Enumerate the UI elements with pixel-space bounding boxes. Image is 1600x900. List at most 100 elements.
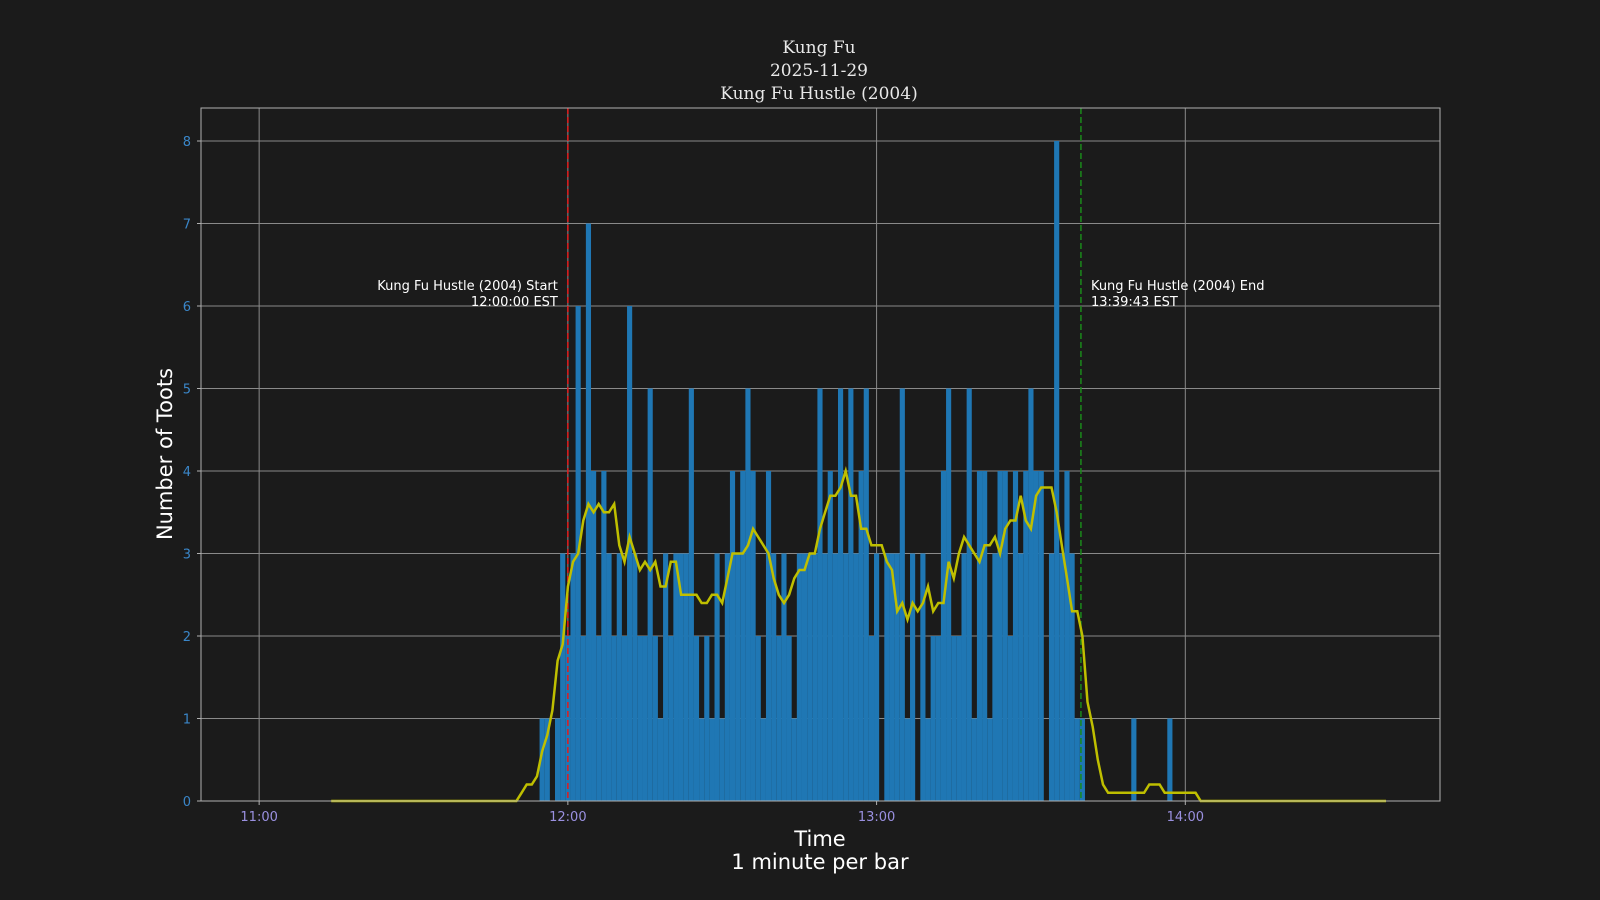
end-label: Kung Fu Hustle (2004) End (1091, 279, 1265, 294)
bar (1023, 471, 1029, 801)
bar (714, 553, 720, 801)
bar (1028, 388, 1034, 801)
bar (647, 388, 653, 801)
bar (976, 471, 983, 801)
bar (678, 553, 684, 801)
bar (966, 388, 972, 801)
bar (596, 636, 602, 801)
title-line-2: 2025-11-29 (770, 61, 868, 81)
bar (724, 553, 730, 801)
bar (673, 553, 679, 801)
bar (858, 471, 864, 801)
bar (982, 471, 988, 801)
bar (657, 718, 664, 801)
bar (1059, 553, 1065, 801)
bar (709, 718, 715, 801)
bar (565, 636, 571, 801)
bar (1074, 718, 1080, 801)
bar (755, 636, 761, 801)
x-axis-sublabel: 1 minute per bar (731, 850, 909, 874)
bar (1048, 553, 1055, 801)
bar (791, 718, 797, 801)
bar (1007, 636, 1013, 801)
y-tick-label: 0 (183, 795, 191, 810)
bar (591, 471, 597, 801)
bar (652, 636, 658, 801)
end-time: 13:39:43 EST (1091, 295, 1178, 310)
bar (889, 553, 895, 801)
bar (925, 718, 931, 801)
bar (894, 553, 900, 801)
bar (822, 553, 828, 801)
bar (699, 718, 705, 801)
bar (827, 471, 833, 801)
bar (776, 636, 782, 801)
y-tick-label: 4 (183, 465, 191, 480)
bar (539, 718, 545, 801)
bar (904, 718, 911, 801)
y-tick-label: 6 (183, 300, 191, 315)
bar (1012, 471, 1019, 801)
bar (884, 553, 890, 801)
bar (786, 636, 792, 801)
bar (946, 388, 952, 801)
bar (765, 471, 772, 801)
x-tick-label: 13:00 (858, 810, 895, 825)
bar (992, 553, 998, 801)
bar (1069, 553, 1075, 801)
x-tick-label: 12:00 (549, 810, 586, 825)
bar (1064, 471, 1070, 801)
event-lines (567, 108, 1082, 801)
y-axis: 0 1 2 3 4 5 6 7 8 (183, 135, 201, 810)
bar (910, 553, 916, 801)
bar (621, 636, 628, 801)
bar (807, 553, 813, 801)
bar (874, 553, 880, 801)
bar (719, 718, 725, 801)
bar (740, 471, 746, 801)
bar (837, 388, 844, 801)
bar (627, 306, 633, 801)
bar (899, 388, 905, 801)
bar (580, 636, 586, 801)
bar (1054, 141, 1060, 801)
bar (585, 223, 592, 801)
bar (632, 553, 638, 801)
start-time: 12:00:00 EST (471, 295, 558, 310)
bar (601, 471, 607, 801)
bar (801, 553, 808, 801)
y-tick-label: 7 (183, 218, 191, 233)
bar (868, 636, 875, 801)
bar (956, 636, 962, 801)
bar (1038, 471, 1044, 801)
bar (796, 553, 802, 801)
bar (853, 553, 859, 801)
bar (637, 636, 643, 801)
bar (663, 553, 669, 801)
bars (539, 141, 1173, 801)
bar (760, 718, 766, 801)
bar (997, 471, 1003, 801)
x-axis: 11:00 12:00 13:00 14:00 (240, 801, 1204, 825)
bar (1002, 471, 1008, 801)
bar (848, 388, 854, 801)
bar (693, 636, 700, 801)
bar (668, 636, 674, 801)
start-label: Kung Fu Hustle (2004) Start (377, 279, 558, 294)
bar (555, 718, 561, 801)
y-tick-label: 1 (183, 713, 191, 728)
bar (951, 636, 957, 801)
plot-frame (200, 107, 1441, 802)
bar (1018, 553, 1024, 801)
bar (817, 388, 823, 801)
bar (843, 553, 849, 801)
bar (1131, 718, 1137, 801)
bar (863, 388, 869, 801)
bar (544, 718, 550, 801)
bar (704, 636, 710, 801)
y-axis-label: Number of Toots (153, 368, 177, 540)
title-line-1: Kung Fu (782, 38, 855, 58)
bar (616, 553, 622, 801)
bar (745, 388, 751, 801)
